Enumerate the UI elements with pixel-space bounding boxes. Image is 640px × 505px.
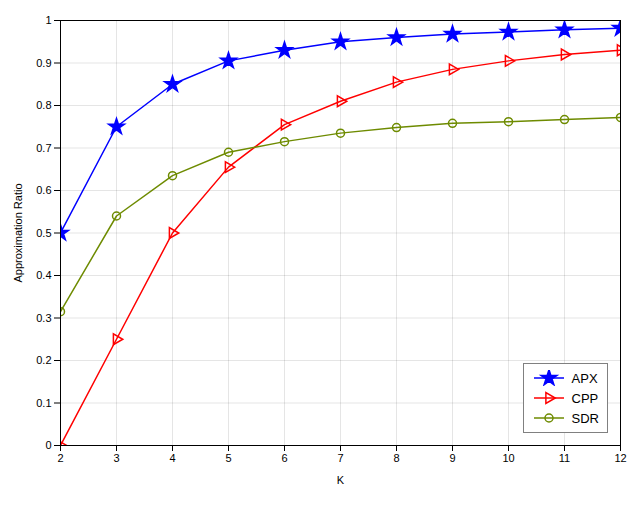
svg-text:0.4: 0.4 xyxy=(36,269,51,281)
svg-text:9: 9 xyxy=(449,452,455,464)
svg-text:12: 12 xyxy=(614,452,626,464)
svg-text:10: 10 xyxy=(502,452,514,464)
svg-text:K: K xyxy=(337,474,345,486)
svg-text:0.5: 0.5 xyxy=(36,227,51,239)
html-text:SDR: SDR xyxy=(571,410,599,426)
svg-text:11: 11 xyxy=(559,452,570,464)
svg-text:7: 7 xyxy=(337,452,343,464)
svg-text:Approximation Ratio: Approximation Ratio xyxy=(12,183,24,282)
svg-text:8: 8 xyxy=(393,452,399,464)
html-text:APX: APX xyxy=(571,370,598,386)
svg-text:0.1: 0.1 xyxy=(36,397,51,409)
svg-text:2: 2 xyxy=(57,452,63,464)
svg-text:0.6: 0.6 xyxy=(36,184,51,196)
svg-text:6: 6 xyxy=(281,452,287,464)
svg-text:0: 0 xyxy=(45,439,51,451)
svg-text:5: 5 xyxy=(225,452,231,464)
svg-text:0.9: 0.9 xyxy=(36,57,51,69)
svg-text:1: 1 xyxy=(45,14,51,26)
svg-text:0.3: 0.3 xyxy=(36,312,51,324)
svg-text:0.2: 0.2 xyxy=(36,354,51,366)
html-text:CPP: CPP xyxy=(571,390,599,406)
svg-text:0.8: 0.8 xyxy=(36,99,51,111)
svg-text:3: 3 xyxy=(113,452,119,464)
svg-text:4: 4 xyxy=(169,452,175,464)
svg-text:0.7: 0.7 xyxy=(36,142,51,154)
